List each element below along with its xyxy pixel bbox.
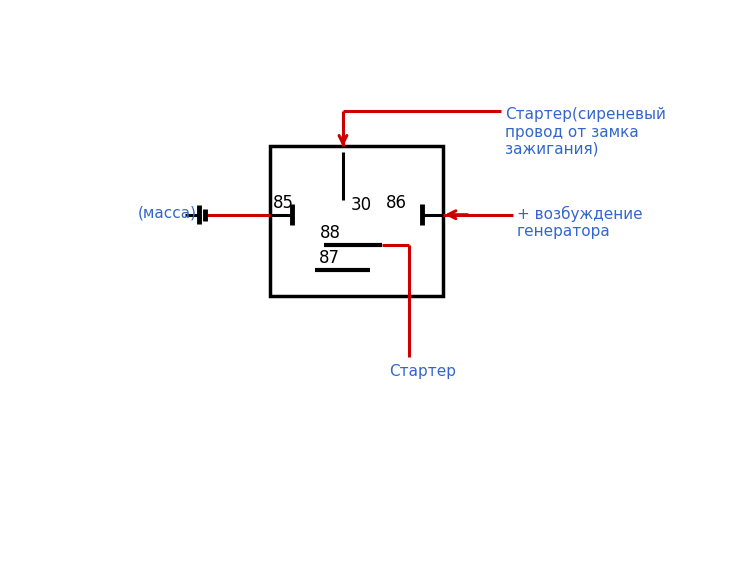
Text: 88: 88 [320,224,341,241]
Text: 30: 30 [350,196,372,214]
Text: 86: 86 [385,194,407,212]
Text: Стартер(сиреневый
провод от замка
зажигания): Стартер(сиреневый провод от замка зажига… [505,107,666,157]
Text: + возбуждение
генератора: + возбуждение генератора [517,205,642,239]
Text: Стартер: Стартер [390,364,456,379]
Bar [270,146,443,296]
Text: 87: 87 [319,249,339,267]
Text: 85: 85 [273,194,294,212]
Text: (масса): (масса) [138,205,197,220]
